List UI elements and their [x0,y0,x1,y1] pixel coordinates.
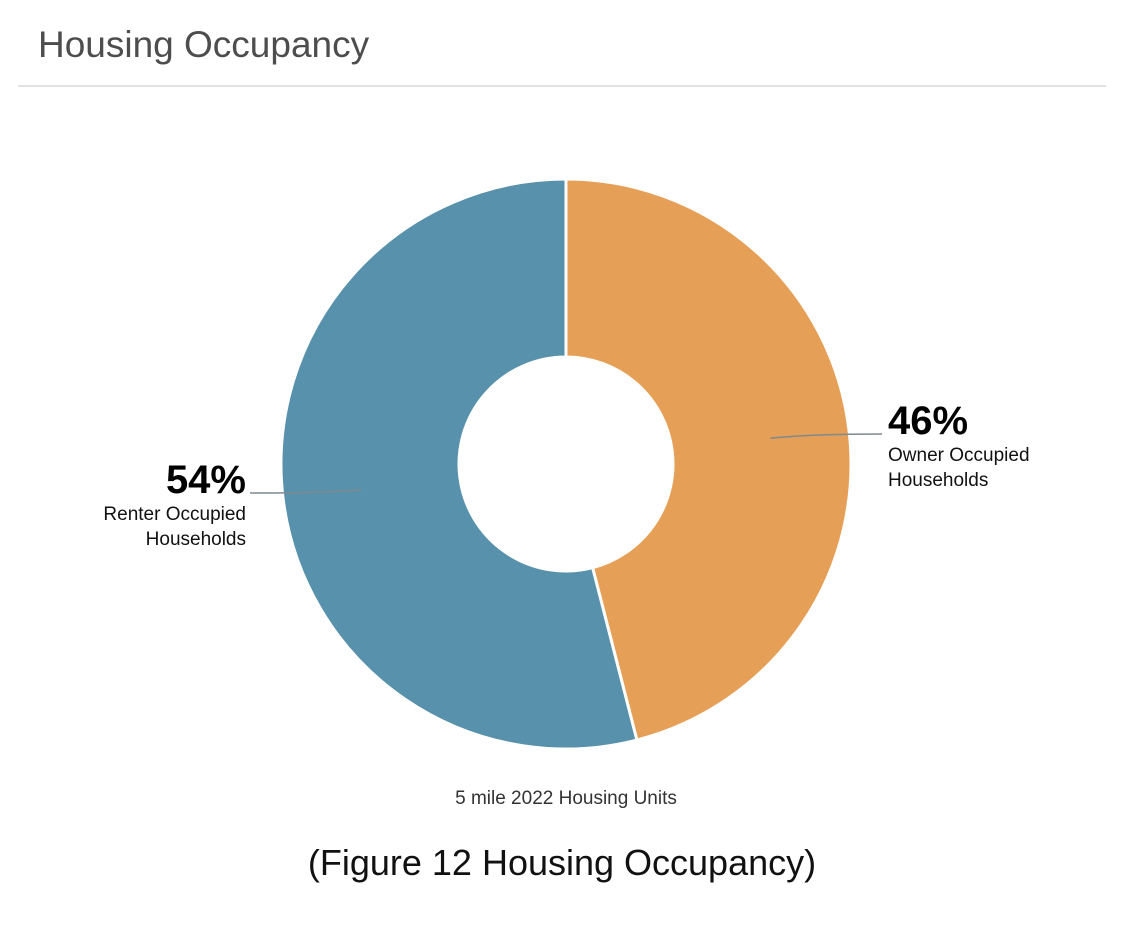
leader-line-1 [249,489,362,494]
donut-slices [279,177,853,751]
slice-renter-occupied-households [279,177,639,751]
chart-subtitle: 5 mile 2022 Housing Units [455,788,677,809]
page-title: Housing Occupancy [38,24,370,65]
slice-labels: 46%Owner Occupied Households 54%Renter Occ… [103,399,1029,550]
slice-category-label: Households [888,470,988,491]
leader-line-0 [770,433,883,439]
slice-category-label: Renter Occupied [103,504,246,525]
title-divider [18,85,1106,87]
slice-percent-label: 54% [166,458,246,502]
slice-percent-label: 46% [888,399,968,443]
figure-caption: (Figure 12 Housing Occupancy) [307,842,817,883]
slice-category-label: Owner Occupied [888,445,1030,466]
slice-owner-occupied-households [564,177,853,742]
slice-category-label: Households [146,529,246,550]
